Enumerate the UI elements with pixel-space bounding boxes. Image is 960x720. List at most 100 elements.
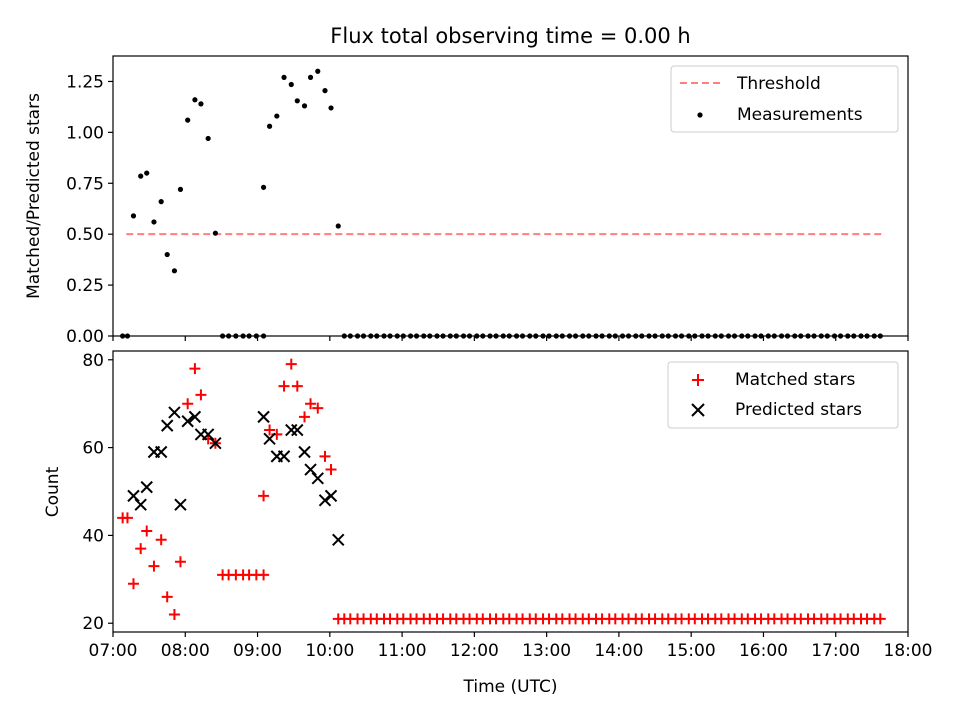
measurement-point xyxy=(198,101,204,107)
measurement-point xyxy=(212,230,218,236)
measurement-point xyxy=(387,333,393,339)
measurement-point xyxy=(315,68,321,74)
measurement-point xyxy=(718,333,724,339)
measurement-point xyxy=(487,333,493,339)
predicted-legend-marker xyxy=(691,403,705,417)
measurement-point xyxy=(274,113,280,119)
x-tick-label: 07:00 xyxy=(89,641,138,661)
predicted-stars-point xyxy=(324,489,338,503)
measurement-point xyxy=(246,333,252,339)
y-tick-label: 0.50 xyxy=(66,225,104,245)
measurement-point xyxy=(394,333,400,339)
y-tick-label: 0.75 xyxy=(66,174,104,194)
measurement-point xyxy=(619,333,626,339)
matched-stars-point xyxy=(312,402,324,414)
matched-stars-point xyxy=(161,591,173,603)
measurement-point xyxy=(739,333,745,339)
measurement-point xyxy=(480,333,486,339)
measurement-point xyxy=(778,333,785,339)
y-tick-label: 1.25 xyxy=(66,72,104,92)
y-tick-label: 40 xyxy=(82,526,104,546)
measurement-point xyxy=(553,333,559,339)
measurement-point xyxy=(765,333,771,339)
measurement-point xyxy=(240,333,246,339)
measurement-point xyxy=(559,333,565,339)
measurement-point xyxy=(712,333,718,339)
x-tick-label: 15:00 xyxy=(667,641,716,661)
predicted-legend-label: Predicted stars xyxy=(735,400,862,420)
measurement-point xyxy=(652,333,658,339)
measurement-point xyxy=(845,333,851,339)
measurement-point xyxy=(130,213,137,219)
measurement-point xyxy=(506,333,512,339)
measurement-point xyxy=(368,333,374,339)
measurement-point xyxy=(540,333,546,339)
bottom-y-axis-label: Count xyxy=(43,466,63,517)
predicted-stars-point xyxy=(188,410,202,424)
matched-stars-point xyxy=(258,569,270,581)
matched-stars-point xyxy=(141,525,153,537)
measurement-point xyxy=(566,333,573,339)
matched-stars-point xyxy=(168,608,180,620)
bottom-legend-box xyxy=(667,361,899,429)
measurement-point xyxy=(659,333,665,339)
predicted-stars-point xyxy=(277,450,291,463)
measurement-point xyxy=(606,333,612,339)
predicted-stars-point xyxy=(201,428,215,441)
measurement-point xyxy=(725,333,732,339)
bottom-legend: Matched stars Predicted stars xyxy=(667,361,899,429)
measurement-point xyxy=(805,333,811,339)
measurement-point xyxy=(144,170,150,176)
predicted-stars-point xyxy=(209,436,222,450)
measurement-point xyxy=(731,333,738,339)
measurement-point xyxy=(177,186,184,192)
measurement-point xyxy=(151,219,157,225)
x-tick-label: 18:00 xyxy=(884,641,933,661)
measurement-point xyxy=(407,333,414,339)
measurement-point xyxy=(500,333,506,339)
measurement-point xyxy=(288,81,294,88)
measurement-point xyxy=(335,223,341,229)
bottom-panel: 20 40 60 80 07:00 08:00 09:00 10:00 11:00 12:00 13… xyxy=(43,350,933,697)
measurement-point xyxy=(164,251,170,258)
top-panel: 0.00 0.25 0.50 0.75 1.00 1.25 Matched/Predicte… xyxy=(24,55,909,347)
measurement-point xyxy=(513,333,520,339)
top-legend-box xyxy=(670,65,899,133)
measurement-point xyxy=(705,333,711,339)
matched-stars-point xyxy=(874,613,886,625)
measurement-point xyxy=(877,333,883,339)
measurement-point xyxy=(871,333,877,339)
measurement-point xyxy=(784,333,791,339)
matched-stars-point xyxy=(148,560,160,572)
measurement-point xyxy=(758,333,764,339)
matched-stars-point xyxy=(291,380,303,392)
measurement-point xyxy=(818,333,824,339)
measurement-point xyxy=(572,333,579,339)
matched-stars-point xyxy=(305,398,317,410)
predicted-stars-point xyxy=(140,480,153,494)
measurement-point xyxy=(440,333,446,339)
measurement-point xyxy=(639,333,645,339)
measurement-point xyxy=(633,333,639,339)
measurement-point xyxy=(586,333,592,339)
measurement-point xyxy=(493,333,499,339)
matched-stars-point xyxy=(319,450,331,462)
matched-legend-label: Matched stars xyxy=(735,370,855,390)
measurement-point xyxy=(354,333,361,339)
measurement-point xyxy=(233,333,239,339)
predicted-stars-point xyxy=(174,498,187,511)
measurement-point xyxy=(665,333,671,339)
measurement-point xyxy=(824,333,830,339)
measurement-point xyxy=(447,333,453,339)
y-tick-label: 80 xyxy=(82,351,104,371)
measurement-point xyxy=(546,333,552,339)
predicted-stars-point xyxy=(168,406,181,419)
y-tick-label: 60 xyxy=(82,439,104,459)
measurement-point xyxy=(294,98,300,104)
x-tick-label: 12:00 xyxy=(450,641,499,661)
y-tick-label: 20 xyxy=(82,614,104,634)
matched-legend-marker xyxy=(692,374,704,386)
measurement-point xyxy=(322,88,328,94)
matched-stars-point xyxy=(285,358,297,370)
predicted-stars-point xyxy=(257,410,270,424)
